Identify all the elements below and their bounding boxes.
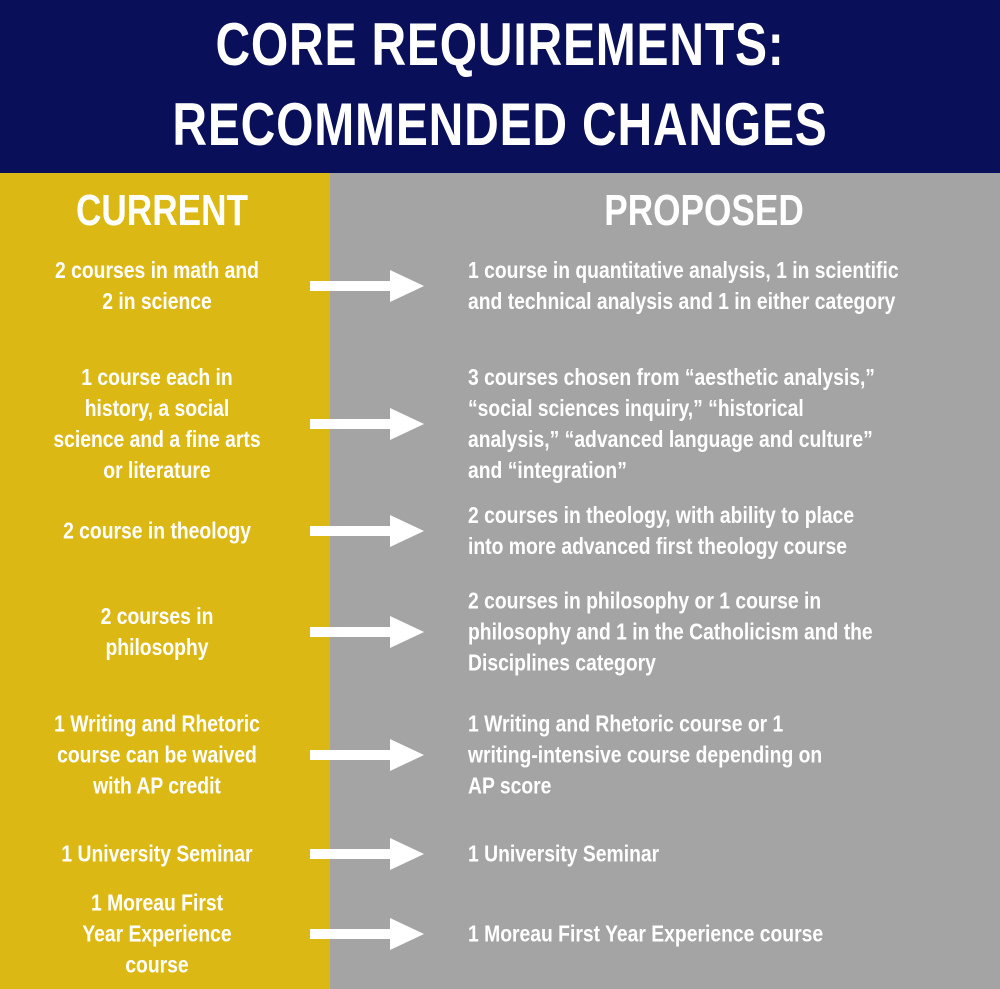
current-requirement: 2 courses in philosophy: [100, 603, 214, 660]
current-requirement: 2 courses in math and 2 in science: [54, 257, 259, 314]
current-requirement: 1 Writing and Rhetoric course can be wai…: [54, 710, 260, 799]
proposed-heading: PROPOSED: [604, 186, 804, 235]
title-banner: CORE REQUIREMENTS: RECOMMENDED CHANGES: [0, 0, 1000, 173]
arrow-right-icon: [310, 739, 424, 771]
proposed-requirement: 1 Moreau First Year Experience course: [468, 920, 824, 947]
current-requirement: 1 course each in history, a social scien…: [53, 364, 261, 483]
arrow-right-icon: [310, 515, 424, 547]
current-requirement: 1 Moreau First Year Experience course: [82, 889, 232, 978]
arrow-right-icon: [310, 408, 424, 440]
arrow-right-icon: [310, 918, 424, 950]
proposed-requirement: 1 University Seminar: [468, 840, 660, 867]
arrow-right-icon: [310, 270, 424, 302]
proposed-requirement: 3 courses chosen from “aesthetic analysi…: [468, 364, 875, 483]
arrow-right-icon: [310, 616, 424, 648]
proposed-requirement: 1 Writing and Rhetoric course or 1 writi…: [468, 710, 823, 799]
proposed-requirement: 1 course in quantitative analysis, 1 in …: [468, 257, 899, 314]
proposed-requirement: 2 courses in theology, with ability to p…: [468, 502, 855, 559]
title-line-2: RECOMMENDED CHANGES: [172, 91, 828, 158]
proposed-requirement: 2 courses in philosophy or 1 course in p…: [468, 587, 873, 676]
current-requirement: 2 course in theology: [63, 517, 251, 544]
current-column: [0, 173, 330, 989]
proposed-column: [330, 173, 1000, 989]
title-line-1: CORE REQUIREMENTS:: [215, 11, 785, 78]
current-requirement: 1 University Seminar: [61, 840, 253, 867]
current-heading: CURRENT: [75, 186, 249, 235]
arrow-right-icon: [310, 838, 424, 870]
